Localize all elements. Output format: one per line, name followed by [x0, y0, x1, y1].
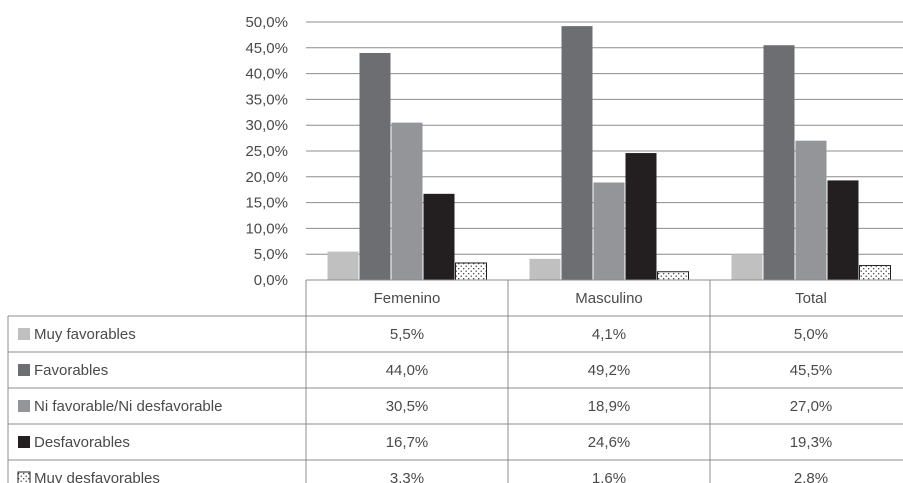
bar — [529, 258, 561, 280]
data-label: 27,0% — [790, 398, 833, 415]
series-name: Favorables — [34, 362, 108, 379]
y-tick-label: 45,0% — [245, 40, 288, 57]
data-label: 18,9% — [588, 398, 631, 415]
y-tick-label: 50,0% — [245, 14, 288, 31]
data-label: 1,6% — [592, 470, 626, 483]
bar — [795, 140, 827, 280]
series-name: Muy desfavorables — [34, 470, 160, 483]
bar — [593, 182, 625, 280]
series-name: Ni favorable/Ni desfavorable — [34, 398, 222, 415]
y-tick-label: 15,0% — [245, 195, 288, 212]
y-tick-label: 30,0% — [245, 117, 288, 134]
legend-key — [18, 400, 30, 412]
data-label: 16,7% — [386, 434, 429, 451]
bar — [561, 26, 593, 280]
bar — [731, 254, 763, 280]
bar — [391, 122, 423, 281]
legend-key — [18, 436, 30, 448]
bar — [423, 193, 455, 280]
y-tick-label: 35,0% — [245, 91, 288, 108]
legend-key — [18, 328, 30, 340]
bar — [763, 45, 795, 280]
y-tick-label: 20,0% — [245, 169, 288, 186]
category-label: Total — [795, 290, 827, 307]
category-label: Femenino — [374, 290, 441, 307]
series-name: Muy favorables — [34, 326, 136, 343]
data-label: 4,1% — [592, 326, 626, 343]
data-label: 5,0% — [794, 326, 828, 343]
data-label: 30,5% — [386, 398, 429, 415]
bar — [359, 52, 391, 281]
data-label: 2,8% — [794, 470, 828, 483]
bar — [327, 251, 359, 280]
data-label: 19,3% — [790, 434, 833, 451]
y-tick-label: 25,0% — [245, 143, 288, 160]
bars — [327, 26, 891, 281]
y-tick-label: 5,0% — [254, 246, 288, 263]
bar — [859, 265, 891, 281]
data-label: 5,5% — [390, 326, 424, 343]
data-label: 3,3% — [390, 470, 424, 483]
bar — [827, 180, 859, 280]
y-axis-ticks: 0,0% 5,0% 10,0% 15,0% 20,0% 25,0% 30,0% 35,0% 40… — [245, 14, 288, 289]
data-label: 49,2% — [588, 362, 631, 379]
y-tick-label: 40,0% — [245, 66, 288, 83]
data-label: 45,5% — [790, 362, 833, 379]
data-table: Femenino Masculino Total Muy favorables 5,5%… — [7, 279, 903, 483]
bar — [657, 271, 689, 281]
bar — [625, 153, 657, 280]
data-label: 24,6% — [588, 434, 631, 451]
y-tick-label: 10,0% — [245, 220, 288, 237]
bar — [455, 262, 487, 281]
series-name: Desfavorables — [34, 434, 130, 451]
legend-key — [18, 364, 30, 376]
y-tick-label: 0,0% — [254, 272, 288, 289]
legend-key — [17, 471, 31, 483]
category-label: Masculino — [575, 290, 643, 307]
data-label: 44,0% — [386, 362, 429, 379]
